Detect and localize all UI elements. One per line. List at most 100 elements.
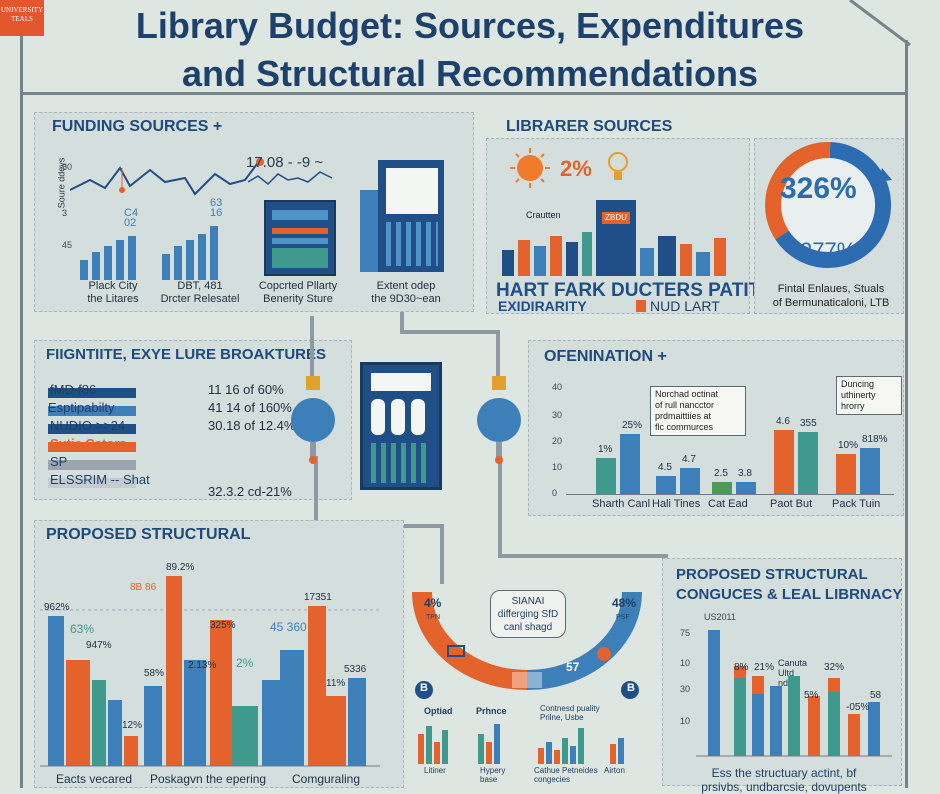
operation-value-a: 2.5 [714,468,728,479]
axis-num: 10 [680,716,691,726]
mini-label: C4 [124,207,139,219]
expenditure-row [48,384,142,400]
caption-text: Plack City the Litares [87,280,139,305]
library-legend-left: EXIDIRARITY [498,298,587,314]
bar-label: 325% [210,620,236,631]
title-line-1: Library Budget: Sources, Expenditures [135,5,805,46]
operation-value-b: 3.8 [738,468,752,479]
funding-document-icon [264,200,336,276]
funding-mini-label-1: C4 02 [124,207,139,229]
mini-label: 63 [210,197,223,209]
expenditure-label: Sutje Cators [50,436,127,451]
expenditure-value: 30.18 of 12.4% [208,418,296,433]
center-label-b: Prhnce [476,706,507,716]
sun-icon [510,148,550,188]
operation-bar-b [736,482,756,494]
center-foot: Litiner [424,766,446,775]
operation-bar-b [680,468,700,494]
funding-caption-2: DBT, 481 Drcter Relesatel [150,280,250,306]
expenditure-value: 11 16 of 60% [208,382,284,397]
recs-title-line-1: PROPOSED STRUCTURAL [676,566,868,583]
funding-mini-line [248,171,333,186]
expenditure-label: fMD-f86 [50,382,97,397]
expenditure-value: 41 14 of 160% [208,400,292,415]
operation-bar-a [596,458,616,494]
expenditure-row [48,402,142,418]
axis-num: 10 [552,462,563,472]
bar-label: 2% [236,656,254,670]
donut-caption-line: Fintal Enlaues, Stuals [777,283,885,295]
donut-caption: Fintal Enlaues, Stuals of Bermunaticalon… [756,282,906,310]
server-rack-icon [360,362,442,490]
operation-category-label: Pack Tuin [832,498,881,510]
library-bar [502,250,514,276]
pipe [400,312,404,334]
operation-bar-a [656,476,676,494]
library-bars: ZBDU [500,200,730,276]
frame-left [20,0,23,788]
proposed-bottom-label: Comguraling [292,772,361,786]
donut-chart [765,141,892,268]
donut-caption-line: of Bermunaticaloni, LTB [772,297,890,309]
funding-caption-1: Plack City the Litares [68,280,158,306]
library-bar [518,240,530,276]
center-left-pct: 4% [424,596,442,610]
recs-caption-line: prsivbs, undbarcsie, dovupents [701,780,867,794]
expenditure-title: FIIGNTIITE, EXYE LURE BROAKTURES [46,346,327,363]
bar-label: 89.2% [166,562,195,573]
funding-top-value: 17.08 - -9 ~ [246,154,324,171]
funding-line-chart [70,158,264,280]
caption-text: DBT, 481 Drcter Relesatel [160,280,240,305]
donut-small-value: 277% [800,238,857,263]
tank-left-icon [291,376,335,464]
bar-label: 5336 [344,664,367,675]
expenditure-label: ELSSRIM -- Shat [50,472,150,487]
expenditure-label: NUDIO >>24 [50,418,126,433]
operation-note-1: Norchad octinat of rull nancctor prdmait… [650,386,746,436]
library-bar [680,244,692,276]
proposed-bottom-label: Eacts vecared [56,772,133,786]
operation-category-label: Sharth Canl [592,498,651,510]
library-bar [582,232,592,276]
proposed-title: PROPOSED STRUCTURAL [46,526,251,543]
pipe [310,316,314,376]
mini-label: 16 [210,207,223,219]
operation-value-a: 4.6 [776,416,790,427]
legend-swatch [48,423,136,434]
recs-title-line-2: CONGUCES & LEAL LIBRNACY [676,586,903,603]
operation-bar-b [620,434,640,494]
bar-label: 32% [824,662,845,673]
operation-bar-b [798,432,818,494]
operation-title: OFENINATION + [544,348,667,365]
bar-label: 58 [870,690,882,701]
library-legend-right: NUD LART [650,298,720,314]
library-bar [696,252,710,276]
bar-label: 2.13% [188,660,217,671]
library-title: LIBRARER SOURCES [506,118,673,135]
frame-diagonal [849,0,911,47]
frame-right [905,40,908,788]
operation-value-a: 4.5 [658,462,672,473]
library-sign: ZBDU [602,212,630,224]
mini-label: 02 [124,217,137,229]
axis-num: 0 [552,488,558,498]
funding-caption-3: Copcrted Pllarty Benerity Sture [248,280,348,306]
library-building: ZBDU [596,200,636,276]
caption-text: Extent odep the 9D30~ean [371,280,441,305]
center-mid-value: 57 [566,660,580,674]
tank-right-icon [477,376,521,464]
operation-value-a: 10% [838,440,859,451]
operation-bar-a [774,430,794,494]
library-percent: 2% [560,156,592,181]
expenditure-label: SP [50,454,68,469]
operation-x-axis [566,494,894,495]
center-badge-left: B [420,682,428,694]
library-bar [534,246,546,276]
bar-label: 8% [734,662,749,673]
operation-bar-a [712,482,732,494]
pipe [498,456,502,556]
legend-swatch [48,441,136,452]
operation-bar-b [860,448,880,494]
library-bar [714,238,726,276]
pipe [498,554,668,558]
